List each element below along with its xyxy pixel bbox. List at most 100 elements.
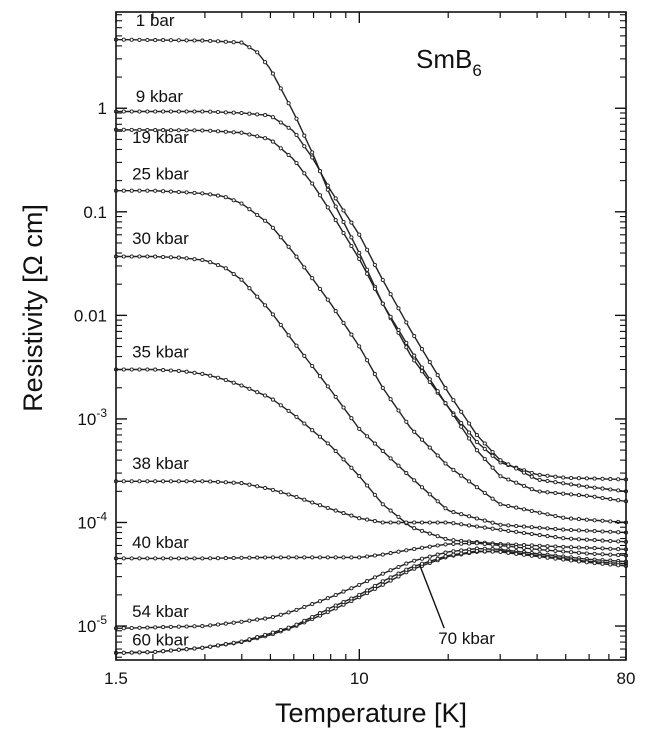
data-point [137,479,142,484]
data-point [137,127,142,132]
data-point [231,555,236,561]
data-point [427,360,432,365]
data-point [333,555,338,560]
data-point [616,488,621,493]
data-point [231,271,236,277]
data-point [372,286,377,291]
data-point [168,109,173,114]
data-point [223,195,228,200]
series-label-54-kbar: 54 kbar [132,602,189,621]
series-markers-35-kbar [113,367,629,552]
data-point [208,109,213,114]
data-point [467,541,472,546]
data-point [200,109,205,114]
data-point [553,513,558,519]
data-point [576,550,581,555]
data-point [278,490,283,495]
series-19-kbar [113,127,629,504]
data-point [263,136,268,141]
data-point [129,367,134,372]
data-point [608,562,613,567]
data-point [208,38,213,43]
data-point [357,232,362,237]
data-point [443,506,448,511]
data-point [514,505,519,510]
data-point [545,534,550,539]
data-point [412,558,417,563]
data-point [592,494,597,499]
data-point [317,611,323,616]
data-point [121,254,126,259]
series-label-38-kbar: 38 kbar [132,454,189,473]
data-point [247,45,252,50]
data-point [310,614,315,620]
x-tick-label: 10 [350,669,369,688]
data-point [168,38,173,43]
data-point [372,492,377,497]
data-point [537,533,542,538]
data-point [121,626,126,631]
data-point [569,558,574,563]
data-point [325,555,330,560]
data-point [616,539,621,544]
data-point [168,556,173,561]
series-line-9-kbar [116,110,627,492]
data-point [161,109,166,114]
data-point [451,552,456,557]
data-point [247,482,252,487]
data-point [349,220,354,225]
data-point [608,487,613,492]
data-point [184,256,189,261]
data-point [145,650,150,655]
data-point [302,144,307,149]
data-point [396,520,401,525]
x-tick-label: 1.5 [104,669,128,688]
data-point [325,607,330,612]
series-label-25-kbar: 25 kbar [132,165,189,184]
data-point [412,353,417,358]
data-point [200,624,205,629]
data-point [263,303,268,308]
data-point [529,553,534,558]
data-point [317,434,323,439]
data-point [388,397,393,402]
data-point [317,599,323,604]
data-point [255,112,260,117]
data-point [176,624,181,629]
data-point [490,549,495,554]
data-point [161,479,166,484]
data-point [388,575,393,580]
data-point [223,39,228,44]
data-point [616,498,621,503]
data-point [247,618,252,623]
data-point [215,263,221,268]
data-point [372,372,377,377]
data-point [333,204,338,209]
data-point [325,187,330,192]
data-point [396,564,401,570]
data-point [270,615,275,620]
data-point [357,474,362,479]
data-point [349,586,354,591]
data-point [294,160,299,166]
data-point [498,543,503,548]
data-point [435,552,440,557]
data-point [537,477,542,482]
data-point [215,556,221,561]
data-point [231,130,236,135]
data-point [521,545,527,551]
data-point [396,408,401,413]
data-point [333,394,338,399]
data-point [388,456,393,461]
data-point [451,521,456,526]
data-point [365,271,370,276]
data-point [592,538,597,543]
data-point [600,486,605,491]
series-label-1-bar: 1 bar [136,11,175,30]
data-point [553,556,558,561]
data-point [419,437,425,442]
data-point [474,439,479,445]
data-point [404,419,409,424]
data-point [192,109,197,114]
y-tick-label: 10-3 [77,406,107,429]
